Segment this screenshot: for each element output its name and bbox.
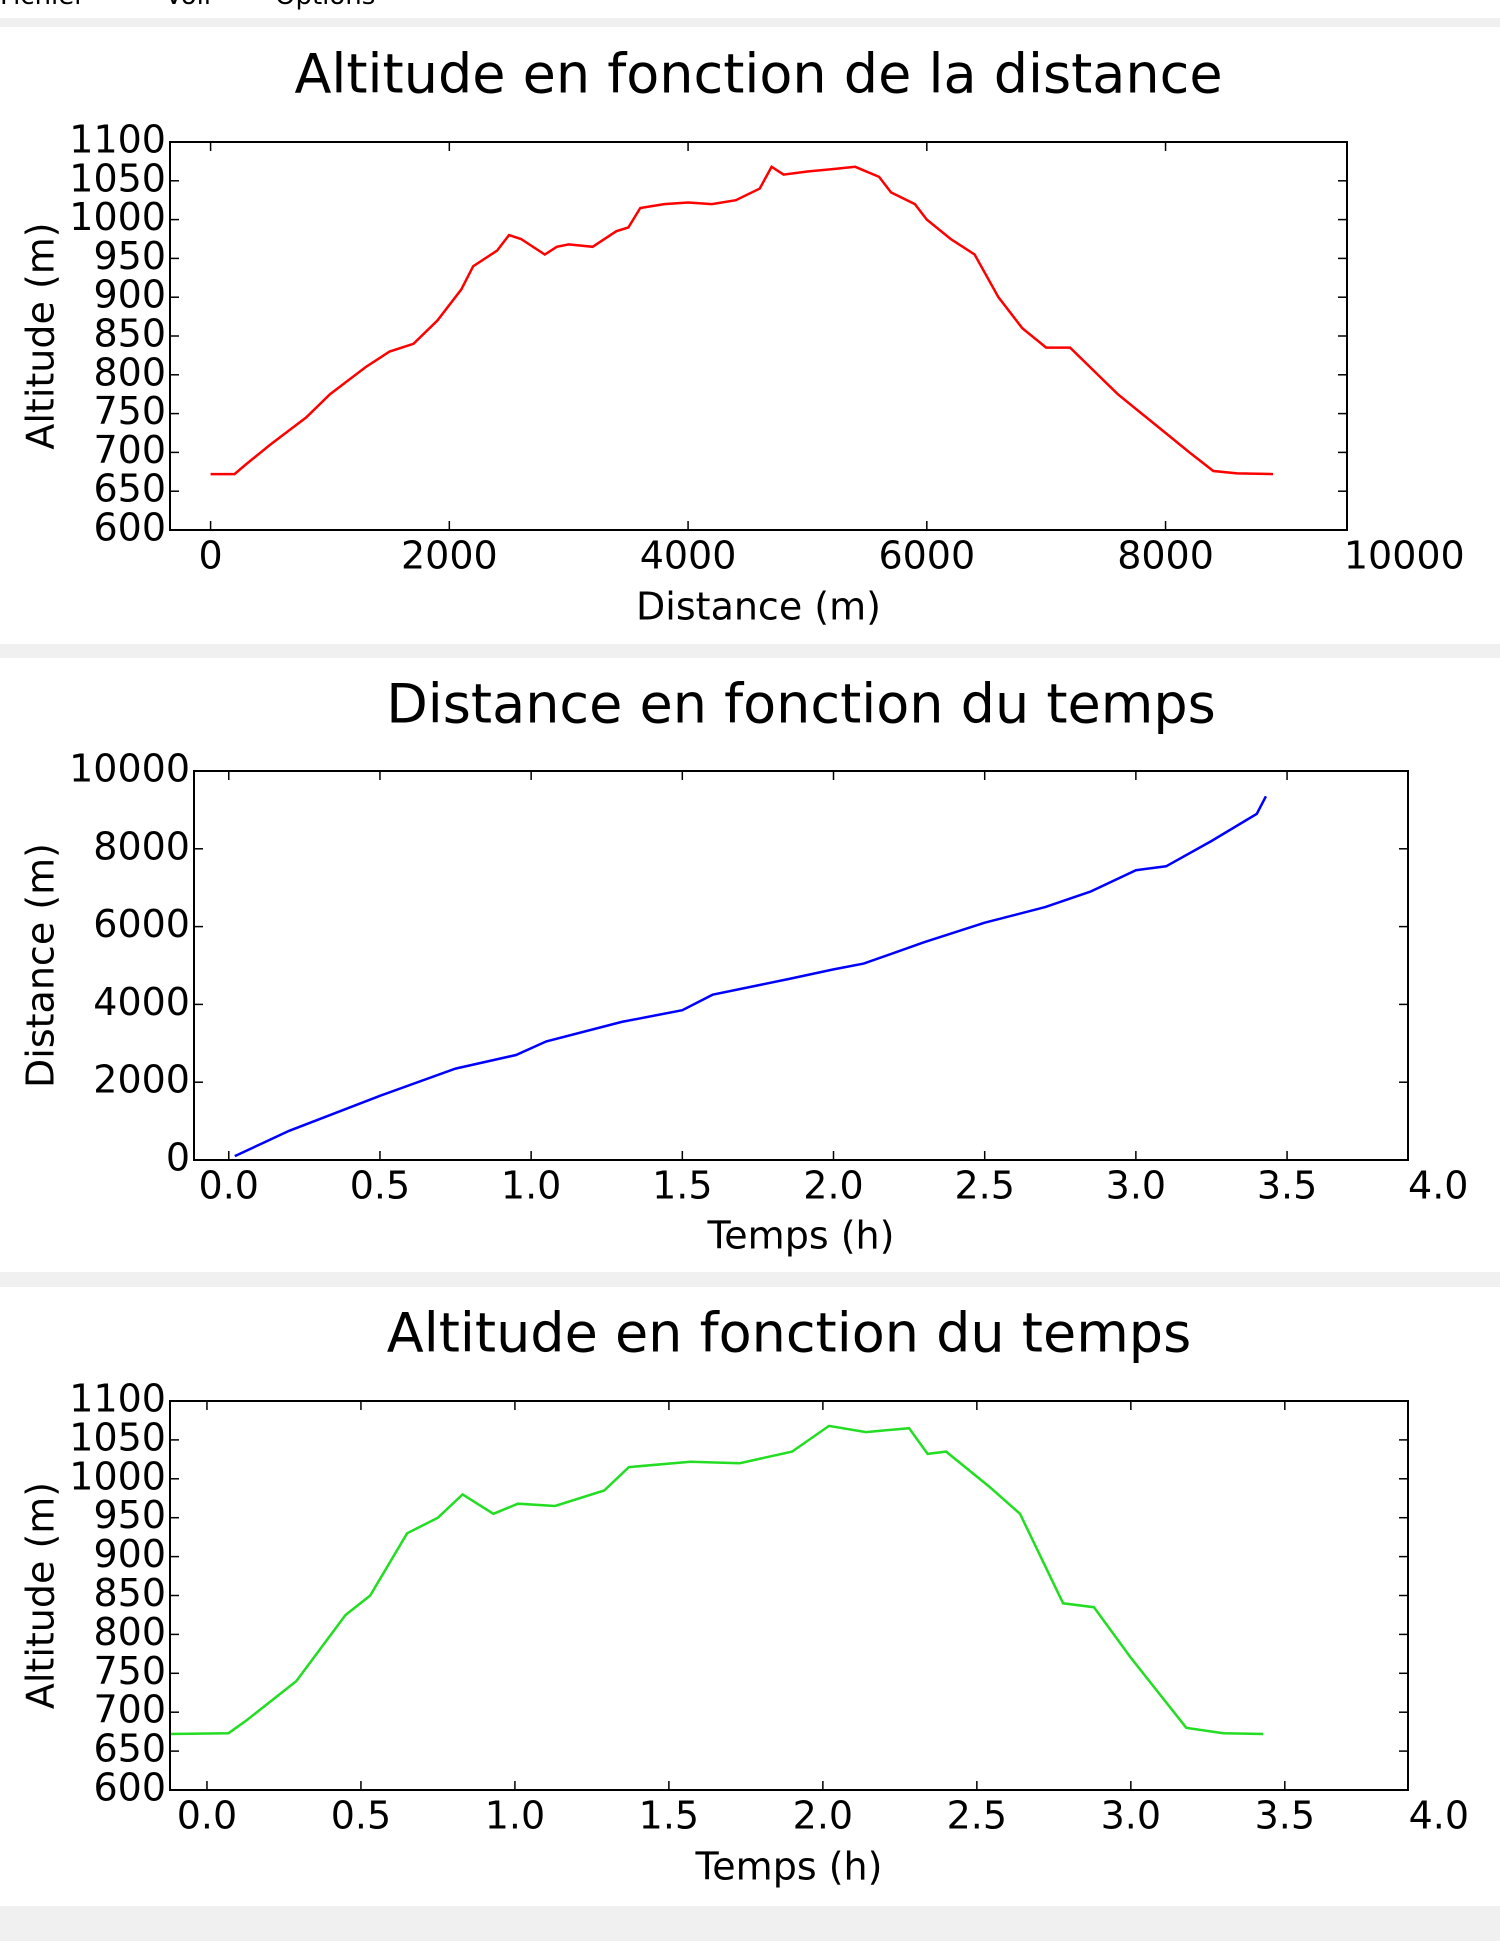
menu-bar (0, 0, 1500, 18)
x-tick-label: 2000 (401, 534, 498, 578)
x-tick-label: 0.0 (199, 1164, 259, 1208)
x-tick-label: 6000 (878, 534, 975, 578)
x-tick-label: 0.5 (350, 1164, 410, 1208)
y-tick-label: 900 (93, 1532, 166, 1576)
x-tick-label: 3.0 (1101, 1794, 1161, 1838)
plot-frame (193, 770, 1409, 1161)
y-tick-label: 700 (93, 1688, 166, 1732)
y-tick-label: 650 (93, 467, 166, 511)
y-axis-label: Distance (m) (19, 843, 63, 1088)
menu-item[interactable]: Voir (165, 0, 215, 11)
plot-frame (169, 141, 1348, 531)
y-tick-label: 950 (93, 1493, 166, 1537)
y-tick-label: 2000 (93, 1058, 190, 1102)
chart-title: Altitude en fonction du temps (387, 1302, 1191, 1365)
y-tick-label: 10000 (69, 747, 190, 791)
x-tick-label: 1.5 (652, 1164, 712, 1208)
data-line (210, 165, 1274, 476)
y-tick-label: 750 (93, 389, 166, 433)
y-tick-label: 4000 (93, 980, 190, 1024)
chart-title: Altitude en fonction de la distance (294, 43, 1222, 106)
panel (0, 658, 1500, 1272)
x-tick-label: 1.0 (501, 1164, 561, 1208)
x-axis-label: Distance (m) (636, 585, 881, 629)
x-tick-label: 3.5 (1255, 1794, 1315, 1838)
x-tick-label: 4.0 (1409, 1794, 1469, 1838)
x-tick-label: 3.5 (1257, 1164, 1317, 1208)
menu-item[interactable]: Fichier (0, 0, 85, 11)
x-tick-label: 2.5 (954, 1164, 1014, 1208)
y-tick-label: 650 (93, 1727, 166, 1771)
y-axis-label: Altitude (m) (19, 1482, 63, 1709)
chart-title: Distance en fonction du temps (386, 673, 1216, 736)
y-tick-label: 1050 (69, 1415, 166, 1459)
y-tick-label: 750 (93, 1649, 166, 1693)
x-tick-label: 2.0 (803, 1164, 863, 1208)
y-tick-label: 900 (93, 273, 166, 317)
data-line (234, 795, 1268, 1158)
y-tick-label: 850 (93, 312, 166, 356)
y-tick-label: 6000 (93, 902, 190, 946)
plot-frame (169, 1400, 1409, 1791)
data-line (169, 1424, 1264, 1736)
y-tick-label: 850 (93, 1571, 166, 1615)
x-tick-label: 1.5 (639, 1794, 699, 1838)
y-tick-label: 600 (93, 506, 166, 550)
y-tick-label: 600 (93, 1766, 166, 1810)
y-tick-label: 800 (93, 1610, 166, 1654)
x-axis-label: Temps (h) (695, 1845, 883, 1889)
x-tick-label: 2.5 (947, 1794, 1007, 1838)
y-tick-label: 1100 (69, 1377, 166, 1421)
x-tick-label: 0 (198, 534, 222, 578)
x-tick-label: 10000 (1344, 534, 1465, 578)
x-tick-label: 3.0 (1106, 1164, 1166, 1208)
x-tick-label: 1.0 (485, 1794, 545, 1838)
y-tick-label: 0 (166, 1136, 190, 1180)
y-tick-label: 1000 (69, 1454, 166, 1498)
panel (0, 27, 1500, 644)
y-axis-label: Altitude (m) (19, 222, 63, 449)
x-tick-label: 0.5 (331, 1794, 391, 1838)
y-tick-label: 1050 (69, 156, 166, 200)
x-tick-label: 4.0 (1408, 1164, 1468, 1208)
y-tick-label: 1000 (69, 195, 166, 239)
x-tick-label: 2.0 (793, 1794, 853, 1838)
x-tick-label: 0.0 (177, 1794, 237, 1838)
x-axis-label: Temps (h) (707, 1214, 895, 1258)
x-tick-label: 4000 (640, 534, 737, 578)
y-tick-label: 700 (93, 428, 166, 472)
y-tick-label: 950 (93, 234, 166, 278)
y-tick-label: 800 (93, 350, 166, 394)
menu-item[interactable]: Options (275, 0, 375, 11)
x-tick-label: 8000 (1117, 534, 1214, 578)
y-tick-label: 1100 (69, 118, 166, 162)
y-tick-label: 8000 (93, 824, 190, 868)
panel (0, 1287, 1500, 1906)
